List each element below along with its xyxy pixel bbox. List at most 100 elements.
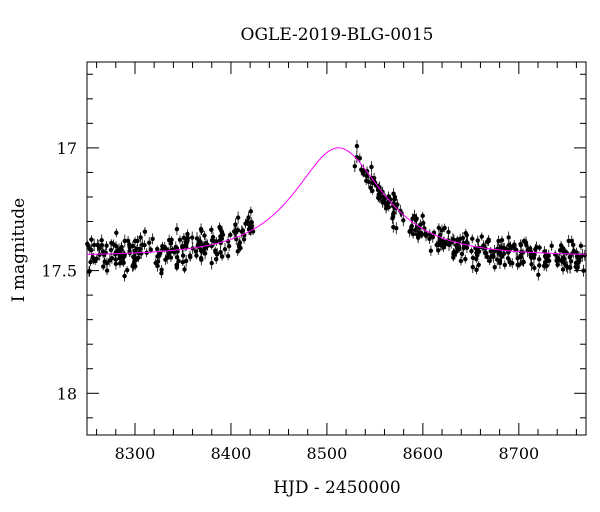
data-point — [421, 219, 426, 227]
data-point — [528, 249, 533, 261]
x-tick-label: 8400 — [211, 444, 252, 463]
data-point — [108, 245, 114, 255]
tick-labels: 8300 8400 8500 8600 8700 17 17.5 18 — [41, 139, 539, 463]
data-point — [470, 234, 475, 244]
data-point — [114, 228, 119, 238]
data-point — [459, 249, 465, 259]
data-point — [474, 265, 479, 275]
data-point — [497, 257, 503, 270]
data-point — [521, 237, 527, 245]
data-point — [218, 246, 223, 259]
data-point — [458, 256, 464, 266]
plot-frame — [86, 61, 587, 436]
data-point — [536, 269, 541, 281]
data-point — [107, 254, 113, 267]
data-point — [127, 241, 132, 251]
data-point — [235, 211, 241, 224]
data-point — [439, 224, 445, 236]
data-point — [479, 232, 484, 241]
data-point — [240, 226, 246, 235]
data-point — [101, 262, 106, 271]
data-point — [475, 235, 480, 246]
data-point — [124, 266, 130, 274]
data-point — [492, 262, 497, 272]
data-point — [87, 265, 92, 277]
data-point — [113, 258, 119, 270]
data-point — [174, 223, 180, 236]
model-curve — [86, 147, 587, 255]
data-point — [418, 228, 424, 238]
x-axis-label: HJD - 2450000 — [273, 478, 401, 498]
data-point — [91, 238, 97, 252]
data-point — [241, 234, 247, 244]
data-point — [119, 241, 124, 253]
plot-area: 8300 8400 8500 8600 8700 17 17.5 18 — [41, 61, 587, 463]
data-point — [436, 223, 442, 233]
data-point — [142, 227, 148, 237]
data-point — [532, 264, 537, 272]
data-point — [352, 160, 358, 173]
data-point — [101, 249, 107, 260]
data-point — [499, 235, 505, 245]
data-point — [142, 240, 147, 250]
data-point — [454, 240, 460, 251]
data-point — [180, 241, 185, 254]
data-point — [89, 235, 94, 244]
data-point — [492, 244, 497, 258]
data-point — [496, 235, 501, 247]
data-point — [233, 218, 238, 231]
data-point — [463, 254, 468, 264]
data-point — [481, 240, 486, 251]
y-tick-label: 18 — [57, 384, 77, 403]
data-point — [147, 236, 152, 249]
data-point — [122, 270, 127, 282]
axis-ticks — [87, 62, 586, 435]
data-point — [217, 235, 223, 245]
data-point — [213, 246, 218, 255]
data-point — [428, 245, 434, 256]
data-point — [571, 247, 577, 255]
data-point — [199, 248, 204, 255]
data-point — [485, 237, 490, 247]
data-point — [88, 258, 93, 267]
data-point — [420, 211, 425, 220]
data-point — [380, 197, 385, 208]
data-point — [446, 226, 451, 238]
data-point — [130, 260, 135, 272]
data-point — [164, 245, 169, 253]
data-point — [376, 193, 381, 203]
data-point — [469, 247, 474, 255]
data-point — [502, 260, 508, 270]
data-point — [507, 257, 512, 267]
data-point — [450, 233, 456, 246]
data-point — [451, 249, 456, 259]
data-point — [465, 237, 470, 250]
data-point — [415, 232, 421, 244]
data-point — [542, 258, 548, 266]
data-point — [91, 252, 96, 265]
data-point — [521, 256, 526, 267]
data-point — [488, 251, 493, 263]
data-point — [209, 225, 214, 234]
chart-title: OGLE-2019-BLG-0015 — [241, 25, 434, 45]
data-point — [199, 254, 204, 266]
data-point — [413, 224, 418, 236]
data-point — [225, 251, 231, 261]
data-point — [578, 241, 584, 250]
data-point — [99, 240, 105, 250]
y-axis-label: I magnitude — [9, 198, 29, 302]
data-point — [574, 262, 579, 273]
y-tick-label: 17.5 — [41, 262, 77, 281]
data-point — [377, 181, 382, 194]
data-point — [188, 252, 193, 262]
data-point — [122, 234, 127, 248]
data-point — [85, 240, 90, 248]
data-point — [368, 182, 373, 193]
x-tick-label: 8700 — [498, 444, 539, 463]
data-point — [441, 242, 446, 253]
data-point — [189, 231, 195, 244]
data-point — [244, 217, 250, 226]
data-point — [560, 258, 566, 266]
data-point — [560, 264, 566, 275]
data-point — [398, 204, 403, 217]
